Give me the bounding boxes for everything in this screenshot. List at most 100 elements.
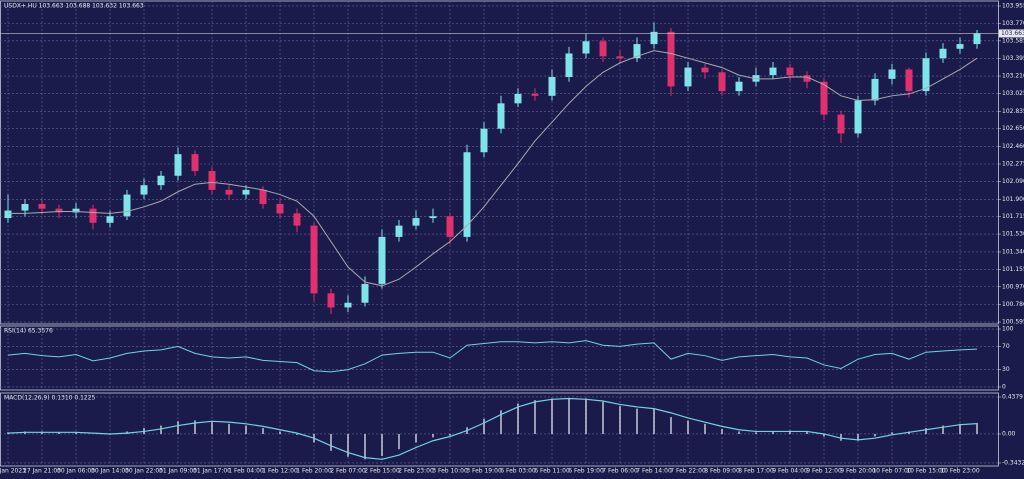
y-tick-label: 0.00 [1002,430,1016,437]
panel-title: RSI(14) 65.3576 [4,328,53,335]
macd-bar [296,433,298,435]
x-tick-label: 1 Feb 12:00 [262,468,298,475]
candle-body [89,208,97,223]
x-tick-label: 31 Jan 17:00 [193,468,231,475]
candle-body [4,210,12,219]
y-tick-label: 103.955 [1002,2,1024,9]
candle-body [497,103,505,129]
candle-body [769,67,777,76]
moving-average [8,50,978,287]
macd-bar [806,431,808,434]
candle-body [922,58,930,92]
panel-frame [0,0,999,325]
macd-bar [432,433,434,438]
candle-body [531,93,539,96]
candle-body [72,208,80,213]
y-tick-label: 102.650 [1002,125,1024,132]
macd-bar [704,423,706,434]
x-tick-label: 30 Jan 06:00 [57,468,95,475]
candle-body [905,69,913,92]
macd-bar [738,431,740,434]
x-tick-label: 8 Feb 09:00 [704,468,740,475]
candle-body [412,218,420,226]
candle-body [650,31,658,45]
macd-bar [500,410,502,434]
macd-bar [755,432,757,434]
macd-bar [772,431,774,434]
macd-bar [959,423,961,434]
macd-bar [7,432,9,434]
candle-body [480,128,488,153]
y-tick-label: 101.530 [1002,231,1024,238]
x-tick-label: 8 Feb 17:00 [738,468,774,475]
candle-body [157,175,165,186]
candle-body [259,189,267,204]
candle-body [565,53,573,77]
macd-bar [194,420,196,434]
y-tick-label: 102.090 [1002,178,1024,185]
macd-bar [398,433,400,450]
x-tick-label: 27 Jan 21:00 [23,468,61,475]
x-tick-label: 9 Feb 20:00 [840,468,876,475]
x-tick-label: 27 Jan 2023 [0,468,26,475]
candle-body [293,213,301,226]
macd-bar [721,428,723,434]
macd-bar [568,398,570,434]
x-tick-label: 3 Feb 19:00 [466,468,502,475]
macd-bar [330,433,332,451]
candle-body [276,203,284,214]
candle-body [684,67,692,87]
x-tick-label: 10 Feb 23:00 [940,468,980,475]
candle-body [616,56,624,59]
y-tick-label: 100.970 [1002,283,1024,290]
candle-body [140,185,148,195]
macd-bar [840,433,842,441]
candle-body [446,216,454,237]
macd-bar [228,423,230,434]
macd-bar [449,433,451,436]
candle-body [718,72,726,92]
candle-body [55,208,63,213]
candle-body [225,189,233,195]
candle-body [463,152,471,237]
current-price-box [999,29,1024,38]
y-tick-label: 103.395 [1002,55,1024,62]
x-tick-label: 30 Jan 14:00 [91,468,129,475]
macd-bar [823,433,825,437]
candle-body [633,44,641,59]
candle-body [106,216,114,223]
x-tick-label: 1 Feb 04:00 [228,468,264,475]
macd-bar [585,398,587,434]
macd-bar [874,433,876,437]
candle-body [514,93,522,104]
y-tick-label: 103.025 [1002,90,1024,97]
x-tick-label: 6 Feb 03:00 [500,468,536,475]
candle-body [888,69,896,79]
panel-frame [0,392,999,467]
candle-body [820,81,828,115]
candle-body [38,203,46,209]
macd-bar [177,421,179,434]
candle-body [854,100,862,134]
macd-bar [551,398,553,434]
x-tick-label: 2 Feb 23:00 [398,468,434,475]
x-tick-label: 30 Jan 22:00 [125,468,163,475]
x-tick-label: 7 Feb 22:00 [670,468,706,475]
x-tick-label: 6 Feb 19:00 [568,468,604,475]
x-tick-label: 31 Jan 09:00 [159,468,197,475]
y-tick-label: 102.460 [1002,143,1024,150]
macd-bar [534,400,536,434]
candle-body [174,154,182,176]
y-tick-label: 100 [1002,326,1014,333]
x-tick-label: 7 Feb 14:00 [636,468,672,475]
macd-bar [381,433,383,456]
x-tick-label: 10 Feb 07:00 [872,468,912,475]
macd-bar [347,433,349,457]
panel-title: USDX+.HU 103.663 103.688 103.632 103.663 [4,3,144,10]
candle-body [361,283,369,303]
candle-body [429,216,437,219]
candle-body [395,225,403,237]
macd-bar [976,422,978,434]
candle-body [123,194,131,217]
